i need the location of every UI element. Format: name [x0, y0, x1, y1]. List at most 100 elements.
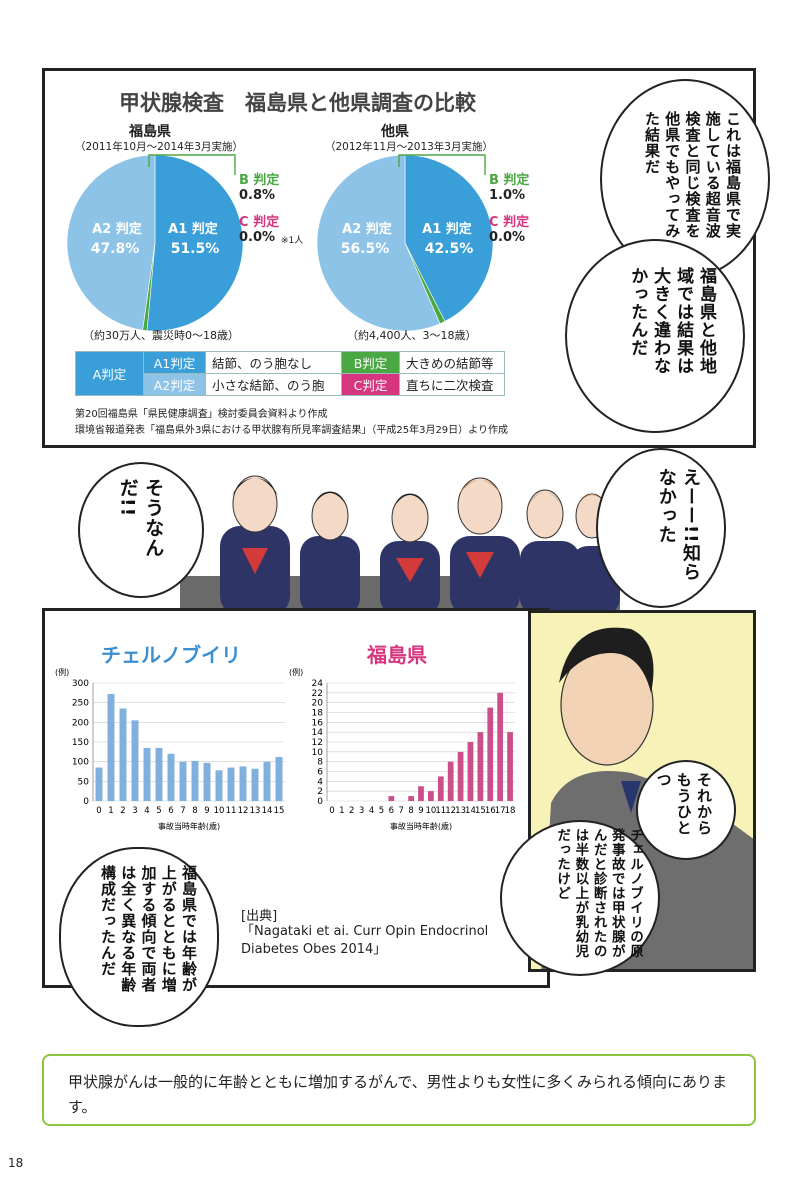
panel1-title: 甲状腺検査 福島県と他県調査の比較 — [119, 91, 476, 115]
x-tick-label: 10 — [214, 806, 225, 816]
x-tick-label: 4 — [144, 806, 149, 816]
legend-b: B判定 — [341, 351, 400, 374]
other-a1-value: 42.5% — [425, 241, 474, 257]
y-tick-label: 50 — [78, 777, 90, 787]
y-tick-label: 20 — [312, 699, 324, 709]
x-tick-label: 2 — [120, 806, 125, 816]
x-tick-label: 1 — [108, 806, 113, 816]
bar — [477, 732, 484, 801]
pie-slice-A2判定 — [316, 155, 441, 332]
x-tick-label: 14 — [262, 806, 273, 816]
other-a1-label: A1 判定 — [422, 221, 472, 237]
x-tick-label: 8 — [192, 806, 197, 816]
bar — [155, 747, 163, 801]
x-tick-label: 15 — [475, 806, 486, 816]
y-unit-label: (例) — [289, 667, 303, 677]
y-tick-label: 300 — [72, 679, 89, 689]
x-tick-label: 18 — [505, 806, 516, 816]
bar — [497, 692, 504, 801]
x-axis-label: 事故当時年齢(歳) — [390, 821, 452, 831]
legend-a2: A2判定 — [143, 373, 206, 396]
other-c-label: C 判定 — [489, 215, 530, 230]
x-tick-label: 6 — [168, 806, 173, 816]
y-tick-label: 22 — [312, 689, 323, 699]
bubble-souna-text: そうなんだ!! — [116, 478, 165, 558]
legend-bc-table: B判定 大きめの結節等 C判定 直ちに二次検査 — [341, 351, 505, 396]
fukushima-a1-label: A1 判定 — [168, 221, 218, 237]
x-tick-label: 11 — [435, 806, 446, 816]
other-a2-value: 56.5% — [341, 241, 390, 257]
legend-a-table: A判定 A1判定 結節、のう胞なし A2判定 小さな結節、のう胞 — [75, 351, 345, 396]
x-tick-label: 12 — [445, 806, 456, 816]
bubble-age-trend-text: 福島県では年齢が上がるとともに増加する傾向で両者は全く異なる年齢構成だったんだ — [99, 865, 198, 993]
speech-bubble-souna — [78, 462, 204, 598]
x-tick-label: 11 — [226, 806, 237, 816]
y-unit-label: (例) — [55, 667, 69, 677]
legend-a1-desc: 結節、のう胞なし — [205, 351, 345, 374]
bar — [487, 707, 494, 801]
fukushima-population: （約30万人、震災時0〜18歳） — [83, 329, 239, 342]
x-tick-label: 0 — [96, 806, 101, 816]
students-illustration — [180, 475, 620, 616]
fukushima-c-note: ※1人 — [281, 236, 304, 246]
bar — [263, 761, 271, 801]
panel-students — [180, 456, 620, 616]
speech-bubble-shiranakatta — [596, 448, 726, 608]
x-tick-label: 9 — [204, 806, 209, 816]
y-tick-label: 8 — [317, 758, 323, 768]
y-tick-label: 250 — [72, 699, 89, 709]
x-tick-label: 16 — [485, 806, 496, 816]
y-tick-label: 6 — [317, 768, 323, 778]
fukushima-a1-value: 51.5% — [171, 241, 220, 257]
x-tick-label: 13 — [455, 806, 466, 816]
x-tick-label: 9 — [418, 806, 423, 816]
fukushima-b-label: B 判定 — [239, 173, 280, 188]
x-tick-label: 10 — [425, 806, 436, 816]
fukushima-leader-line — [148, 154, 236, 175]
panel-thyroid-comparison: 甲状腺検査 福島県と他県調査の比較 福島県 （2011年10月〜2014年3月実… — [42, 68, 770, 448]
panel-bar-charts: チェルノブイリ 福島県 (例) 0 50 100 150 200 250 300 0 1 2 3 4 5 6… — [42, 608, 550, 1027]
y-tick-label: 2 — [317, 787, 323, 797]
bubble-shiranakatta-text: えーー!!知らなかった — [655, 468, 701, 582]
x-tick-label: 7 — [180, 806, 185, 816]
bar — [275, 756, 283, 801]
other-leader-line — [398, 154, 486, 175]
y-tick-label: 4 — [317, 777, 323, 787]
x-tick-label: 2 — [349, 806, 354, 816]
fukushima-b-value: 0.8% — [239, 188, 276, 203]
bar — [408, 796, 414, 801]
bar — [467, 742, 474, 801]
fukushima-a2-value: 47.8% — [91, 241, 140, 257]
bar — [227, 767, 235, 801]
bar — [179, 761, 187, 801]
y-tick-label: 16 — [312, 718, 324, 728]
legend-c-desc: 直ちに二次検査 — [399, 373, 505, 396]
pie-slice-A2判定 — [66, 155, 156, 331]
speech-bubble-sorekara — [636, 760, 736, 860]
pie-slice-A1判定 — [404, 155, 494, 322]
bar — [457, 751, 464, 801]
fukushima-pie-name: 福島県 — [129, 124, 171, 140]
y-tick-label: 10 — [312, 748, 324, 758]
other-population: （約4,400人、3〜18歳） — [347, 329, 477, 342]
fukushima-c-label: C 判定 — [239, 215, 280, 230]
x-tick-label: 4 — [369, 806, 374, 816]
bar — [418, 786, 424, 801]
bar — [167, 753, 175, 801]
other-b-value: 1.0% — [489, 188, 526, 203]
x-tick-label: 7 — [398, 806, 403, 816]
fukushima-pie-period: （2011年10月〜2014年3月実施） — [75, 141, 243, 153]
citation-head: [出典] — [241, 909, 278, 924]
x-tick-label: 12 — [238, 806, 249, 816]
x-axis-label: 事故当時年齢(歳) — [158, 821, 220, 831]
y-tick-label: 12 — [312, 738, 323, 748]
speech-bubble-result — [565, 239, 745, 433]
fukushima-a2-label: A2 判定 — [92, 221, 142, 237]
legend-c: C判定 — [341, 373, 400, 396]
legend-a2-desc: 小さな結節、のう胞 — [205, 373, 345, 396]
other-pie-period: （2012年11月〜2013年3月実施） — [325, 141, 493, 153]
y-tick-label: 0 — [317, 797, 323, 807]
x-tick-label: 1 — [339, 806, 344, 816]
